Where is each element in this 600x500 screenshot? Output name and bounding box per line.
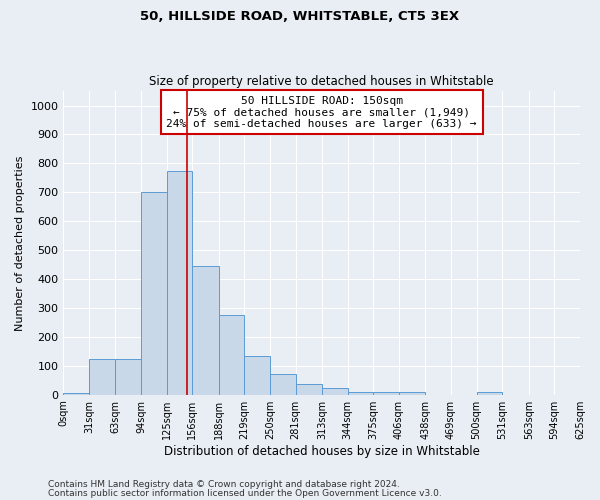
Bar (348, 392, 373, 394)
Title: Size of property relative to detached houses in Whitstable: Size of property relative to detached ho… (149, 76, 494, 88)
Bar (476, 392, 502, 394)
Bar (244, 356, 270, 395)
Bar (89, 358, 115, 394)
Bar (219, 315, 244, 394)
Bar (193, 266, 219, 394)
Y-axis label: Number of detached properties: Number of detached properties (15, 155, 25, 330)
Bar (296, 384, 322, 394)
Bar (373, 392, 399, 394)
Bar (141, 192, 167, 394)
Text: Contains HM Land Registry data © Crown copyright and database right 2024.: Contains HM Land Registry data © Crown c… (48, 480, 400, 489)
X-axis label: Distribution of detached houses by size in Whitstable: Distribution of detached houses by size … (164, 444, 479, 458)
Bar (167, 170, 193, 394)
Bar (399, 392, 425, 394)
Text: Contains public sector information licensed under the Open Government Licence v3: Contains public sector information licen… (48, 488, 442, 498)
Bar (115, 358, 141, 394)
Bar (322, 388, 348, 394)
Text: 50 HILLSIDE ROAD: 150sqm
← 75% of detached houses are smaller (1,949)
24% of sem: 50 HILLSIDE ROAD: 150sqm ← 75% of detach… (166, 96, 477, 129)
Bar (270, 374, 296, 394)
Text: 50, HILLSIDE ROAD, WHITSTABLE, CT5 3EX: 50, HILLSIDE ROAD, WHITSTABLE, CT5 3EX (140, 10, 460, 23)
